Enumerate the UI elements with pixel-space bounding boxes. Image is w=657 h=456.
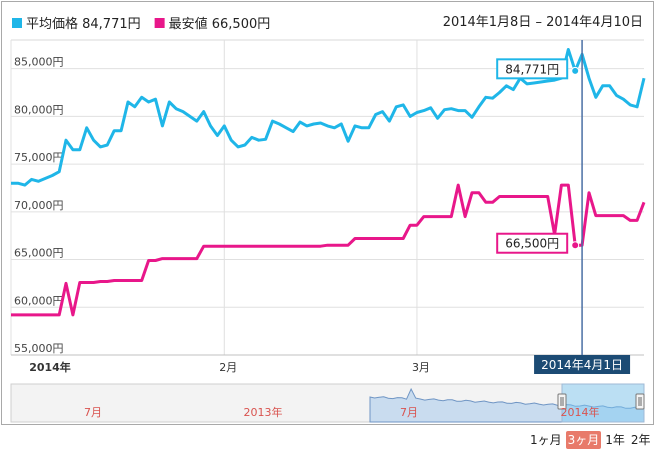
crosshair-date-box <box>534 355 631 374</box>
legend-item-0: 平均価格 84,771円 <box>26 16 141 32</box>
navigator[interactable]: 7月 2013年 7月 2014年 <box>10 383 645 423</box>
legend-swatch-0 <box>12 18 22 28</box>
crosshair: 2014年4月1日 <box>534 40 631 374</box>
navigator-label: 2014年 <box>561 405 600 419</box>
legend: 平均価格 84,771円 最安値 66,500円 <box>12 16 270 32</box>
callout-label-1: 66,500円 <box>505 237 559 251</box>
navigator-handle-right[interactable] <box>635 393 645 410</box>
y-tick-label: 75,000円 <box>14 151 64 164</box>
y-tick-label: 85,000円 <box>14 56 64 69</box>
y-tick-label: 70,000円 <box>14 199 64 212</box>
range-button-3[interactable]: 2年 <box>630 433 651 447</box>
x-tick-label: 3月 <box>412 361 430 374</box>
navigator-selection[interactable] <box>561 383 645 423</box>
series-line-0 <box>11 48 646 187</box>
callout-label-0: 84,771円 <box>505 62 559 76</box>
x-tick-label: 2014年 <box>29 360 71 374</box>
gridlines <box>10 39 644 356</box>
x-tick-label: 2月 <box>219 361 237 374</box>
series <box>11 48 646 317</box>
axes: 55,000円 60,000円 65,000円 70,000円 75,000円 80,00… <box>14 56 430 374</box>
range-button-2[interactable]: 1年 <box>605 433 625 447</box>
callout-marker-1 <box>571 241 580 250</box>
callouts: 84,771円 66,500円 <box>496 58 580 254</box>
series-line-1 <box>11 183 646 317</box>
callout-box-0 <box>496 58 569 80</box>
date-range-label: 2014年1月8日 – 2014年4月10日 <box>443 15 643 30</box>
range-selector: 1ヶ月 3ヶ月 1年 2年 <box>528 431 653 449</box>
y-tick-label: 60,000円 <box>14 294 64 307</box>
navigator-label: 7月 <box>400 406 418 419</box>
callout-marker-0 <box>571 66 580 75</box>
navigator-label: 2013年 <box>244 405 283 419</box>
y-tick-label: 80,000円 <box>14 103 64 116</box>
navigator-label: 7月 <box>84 406 102 419</box>
navigator-series-area <box>369 387 645 423</box>
range-button-1[interactable]: 3ヶ月 <box>565 431 602 449</box>
callout-box-1 <box>496 232 569 254</box>
range-button-0[interactable]: 1ヶ月 <box>530 433 562 447</box>
y-tick-label: 65,000円 <box>14 247 64 260</box>
legend-swatch-1 <box>154 18 165 28</box>
crosshair-date-label: 2014年4月1日 <box>541 358 623 372</box>
legend-item-1: 最安値 66,500円 <box>169 16 271 32</box>
y-tick-label: 55,000円 <box>14 342 64 355</box>
navigator-handle-left[interactable] <box>557 393 567 410</box>
